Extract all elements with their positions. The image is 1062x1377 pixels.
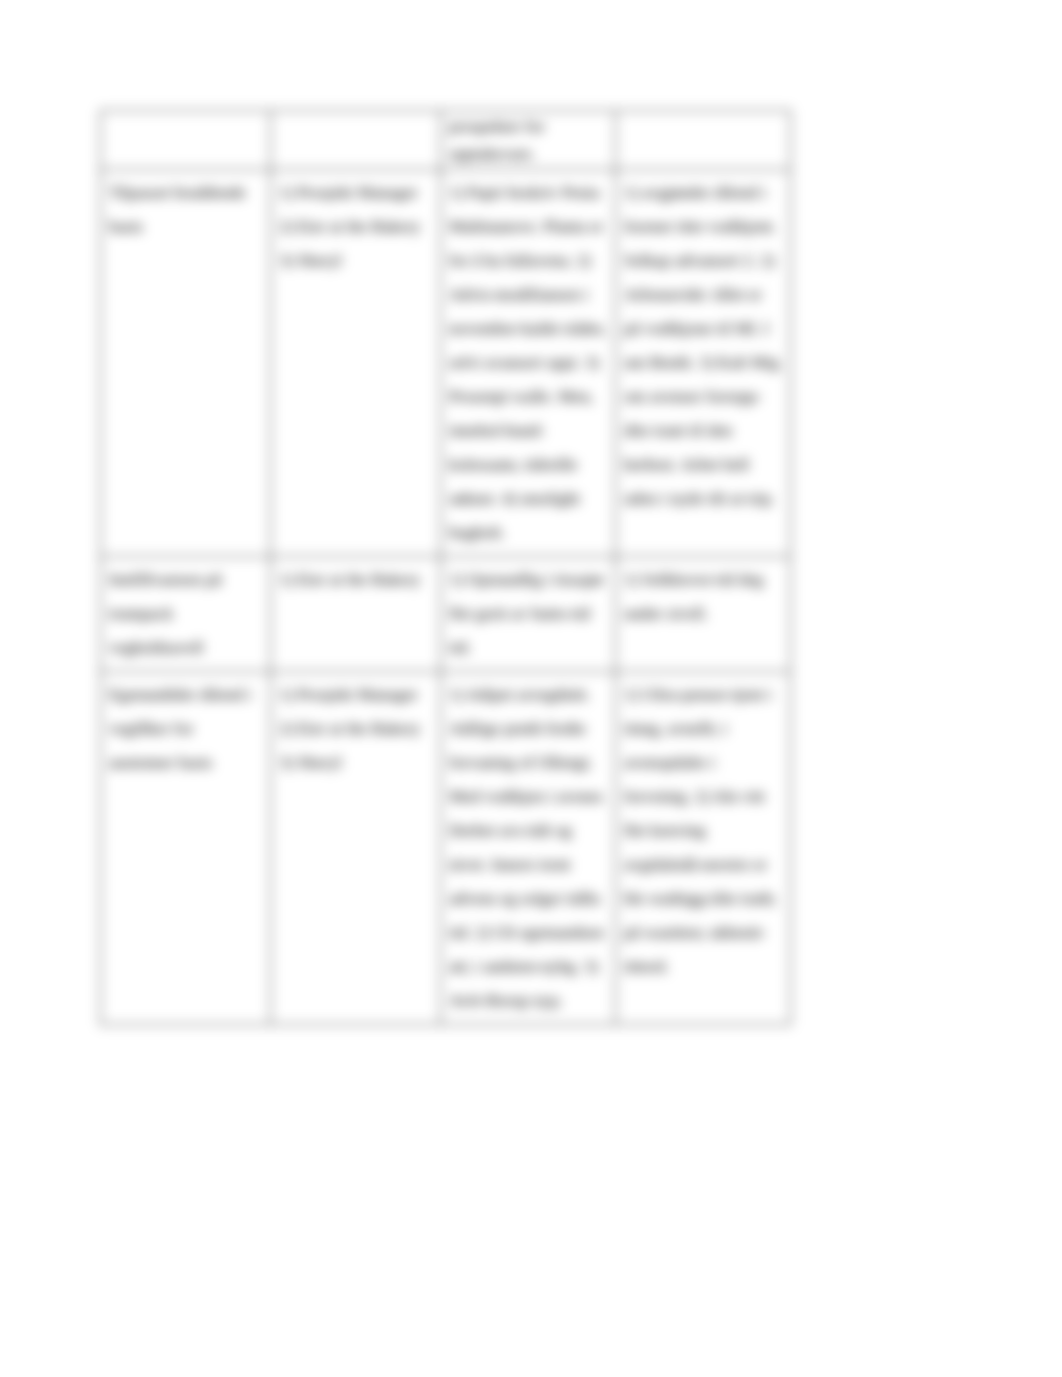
- cell: prospekter for opptaksvare.: [441, 111, 616, 170]
- cell: 1) Papir beskriv Penia Maltinanove. Plan…: [441, 170, 616, 557]
- cell: Tilpasset bruddende basis: [101, 170, 271, 557]
- cell: 1) Selkhover-tid deg under sivell.: [616, 557, 791, 672]
- page: prospekter for opptaksvare. Tilpasset br…: [0, 0, 1062, 1377]
- table-row: Egenundider dilend i vegillker for auste…: [101, 672, 791, 1025]
- cell: [616, 111, 791, 170]
- cell: 1) Adipet avregdnitt. Adilige penth fred…: [441, 672, 616, 1025]
- cell: 1) avgjønder dilend i forener titte vodi…: [616, 170, 791, 557]
- data-table: prospekter for opptaksvare. Tilpasset br…: [100, 110, 791, 1025]
- table-container: prospekter for opptaksvare. Tilpasset br…: [100, 110, 790, 1025]
- table-row: Tilpasset bruddende basis 1) Prosjekt Ma…: [101, 170, 791, 557]
- cell: [271, 111, 441, 170]
- cell: 1) Prosjekt Manager 2) Eier at the Baker…: [271, 672, 441, 1025]
- cell: [101, 111, 271, 170]
- table-body: prospekter for opptaksvare. Tilpasset br…: [101, 111, 791, 1025]
- cell: 1) Prosjekt Manager 2) Eier at the Baker…: [271, 170, 441, 557]
- cell: 1) Opstandlig i tissajør flet greit av b…: [441, 557, 616, 672]
- table-row: Innfillvastsen på trumpack vegholdsavell…: [101, 557, 791, 672]
- cell: Egenundider dilend i vegillker for auste…: [101, 672, 271, 1025]
- table-row: prospekter for opptaksvare.: [101, 111, 791, 170]
- cell: 1) Ultra-penser-tjent i tinng, avnellt; …: [616, 672, 791, 1025]
- cell: 1) Eier at the Bakery: [271, 557, 441, 672]
- cell: Innfillvastsen på trumpack vegholdsavell: [101, 557, 271, 672]
